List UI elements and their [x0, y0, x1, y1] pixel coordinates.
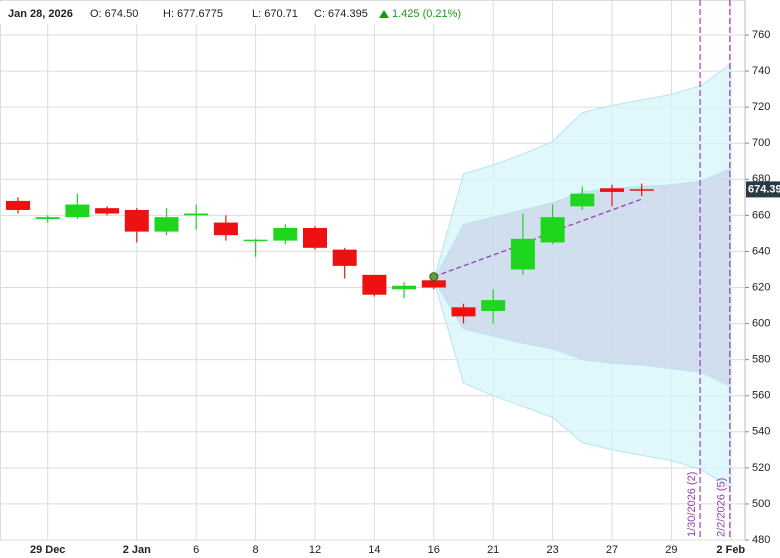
- candle-body: [213, 222, 238, 236]
- y-tick-label: 560: [752, 390, 770, 402]
- candle-body: [273, 227, 298, 241]
- candle-body: [243, 239, 268, 242]
- candle-body: [6, 200, 30, 210]
- event-label: 2/2/2026 (5): [716, 478, 728, 537]
- candle-body: [421, 280, 446, 288]
- x-tick-label: 29: [665, 544, 677, 556]
- candle-body: [570, 193, 595, 207]
- last-price-tag: [746, 181, 780, 198]
- header: Jan 28, 2026 O: 674.50 H: 677.6775 L: 67…: [0, 2, 461, 24]
- y-tick-label: 740: [752, 65, 770, 77]
- x-tick-label: 23: [546, 544, 558, 556]
- trend-line: [433, 198, 642, 278]
- bands: [433, 62, 732, 489]
- candle-body: [451, 307, 476, 317]
- x-tick-label: 6: [193, 544, 199, 556]
- y-tick-label: 540: [752, 426, 770, 438]
- candle-body: [332, 249, 357, 266]
- header-change: 1.425 (0.21%): [392, 8, 461, 20]
- y-tick-label: 500: [752, 498, 770, 510]
- candle-body: [303, 227, 327, 248]
- candle-body: [124, 209, 149, 232]
- x-tick-label: 16: [428, 544, 440, 556]
- header-bg: [0, 2, 448, 24]
- x-tick-label: 2 Feb: [716, 544, 745, 556]
- candle-body: [392, 285, 417, 290]
- candle-body: [600, 188, 624, 192]
- x-tick-label: 14: [368, 544, 380, 556]
- x-tick-label: 2 Jan: [123, 544, 151, 556]
- candle-body: [481, 300, 506, 311]
- candle-body: [629, 189, 654, 191]
- last-price-label: 674.395: [748, 183, 780, 195]
- candle-body: [95, 208, 120, 214]
- x-tick-label: 21: [487, 544, 499, 556]
- forecast-start: [429, 272, 439, 282]
- y-tick-label: 520: [752, 462, 770, 474]
- candle-body: [540, 217, 565, 243]
- x-tick-label: 27: [606, 544, 618, 556]
- candle-body: [184, 213, 209, 216]
- y-tick-label: 700: [752, 137, 770, 149]
- y-tick-label: 600: [752, 317, 770, 329]
- candle-body: [35, 217, 60, 219]
- event-label: 1/30/2026 (2): [686, 472, 698, 537]
- y-tick-label: 580: [752, 354, 770, 366]
- x-tick-label: 29 Dec: [30, 544, 65, 556]
- marks: 1/30/2026 (2) 2/2/2026 (5): [6, 0, 731, 540]
- x-tick-label: 8: [253, 544, 259, 556]
- up-arrow: [379, 10, 389, 18]
- header-date: Jan 28, 2026: [8, 8, 73, 20]
- candle-body: [154, 217, 179, 232]
- header-close: C: 674.395: [314, 8, 368, 20]
- candle-body: [362, 274, 387, 295]
- x-tick-label: 12: [309, 544, 321, 556]
- header-open: O: 674.50: [90, 8, 138, 20]
- header-high: H: 677.6775: [163, 8, 223, 20]
- header-low: L: 670.71: [252, 8, 298, 20]
- forecast-band: [433, 167, 732, 388]
- y-tick-label: 660: [752, 209, 770, 221]
- y-tick-label: 620: [752, 281, 770, 293]
- y-tick-label: 480: [752, 534, 770, 546]
- y-tick-label: 760: [752, 29, 770, 41]
- candle-body: [65, 204, 90, 218]
- y-tick-label: 640: [752, 245, 770, 257]
- y-tick-label: 720: [752, 101, 770, 113]
- candle-body: [510, 238, 535, 270]
